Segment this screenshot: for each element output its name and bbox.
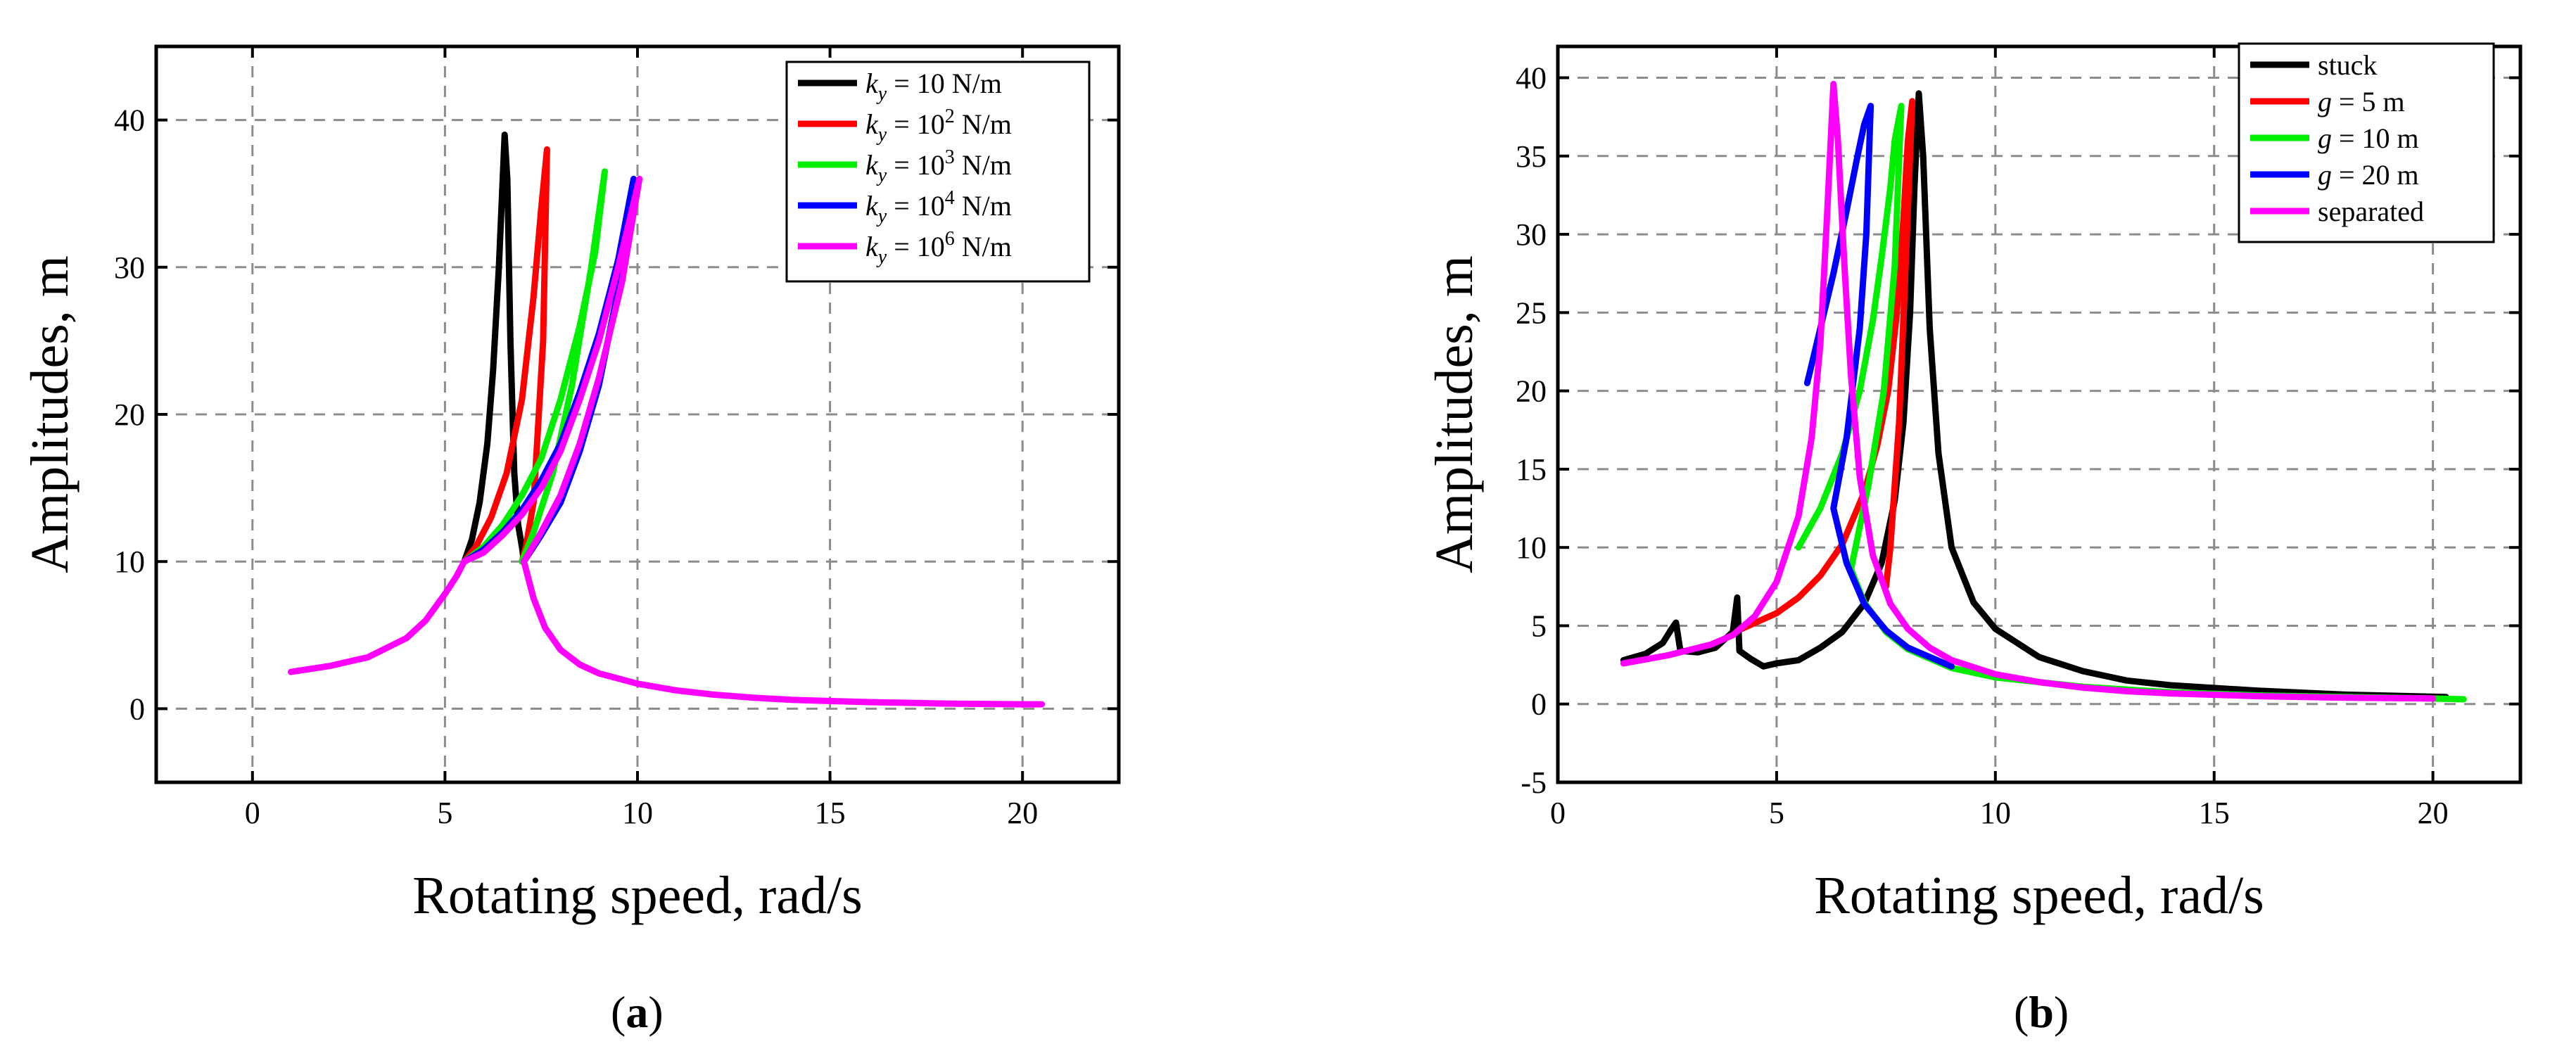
x-tick-label: 10 — [1980, 796, 2011, 830]
y-axis-title-a: Amplitudes, m — [20, 255, 80, 573]
legend-entry: ky = 104 N/m — [865, 187, 1012, 227]
plot-frame-b — [1556, 44, 2523, 784]
legend-entry: g = 5 m — [2318, 86, 2405, 117]
legend-entry: ky = 106 N/m — [865, 228, 1012, 268]
x-tick-label: 0 — [245, 796, 260, 830]
x-tick-label: 5 — [437, 796, 452, 830]
x-tick-label: 20 — [2418, 796, 2449, 830]
x-tick-label: 20 — [1007, 796, 1038, 830]
y-tick-label: 30 — [114, 250, 145, 285]
y-tick-label: 20 — [1516, 374, 1547, 409]
y-tick-label: 0 — [129, 692, 145, 726]
series-b — [1620, 80, 2467, 703]
legend-entry: g = 20 m — [2318, 159, 2419, 191]
y-tick-label: 30 — [1516, 217, 1547, 252]
legend-entry: g = 10 m — [2318, 122, 2419, 154]
legend-entry: ky = 102 N/m — [865, 106, 1012, 146]
chart-panel-a: 0 5 10 15 20 0 10 20 30 40 Rotating speed, rad/s… — [20, 44, 1121, 1037]
series-line-b-5 — [1620, 80, 2437, 702]
y-tick-label: 5 — [1531, 609, 1547, 643]
y-tick-label: -5 — [1521, 765, 1547, 800]
x-ticks-a: 0 5 10 15 20 — [245, 46, 1038, 830]
series-a — [288, 132, 1046, 708]
series-line-a-5 — [288, 175, 1046, 708]
series-line-a-1 — [461, 132, 528, 565]
legend-entry: stuck — [2318, 49, 2377, 81]
legend-entry: ky = 103 N/m — [865, 146, 1012, 186]
y-tick-label: 20 — [114, 397, 145, 432]
y-tick-label: 10 — [1516, 530, 1547, 565]
y-tick-label: 25 — [1516, 295, 1547, 330]
panel-label-a: (a) — [611, 987, 664, 1037]
y-tick-label: 0 — [1531, 687, 1547, 722]
series-line-b-2 — [1738, 98, 1916, 632]
y-axis-title-b: Amplitudes, m — [1425, 255, 1484, 573]
y-ticks-a: 0 10 20 30 40 — [114, 103, 1119, 726]
x-tick-label: 10 — [622, 796, 653, 830]
series-line-a-4 — [461, 175, 637, 565]
x-tick-label: 0 — [1550, 796, 1566, 830]
panel-label-b: (b) — [2014, 987, 2069, 1037]
y-tick-label: 35 — [1516, 139, 1547, 174]
x-tick-label: 15 — [2199, 796, 2230, 830]
y-tick-label: 40 — [1516, 61, 1547, 96]
y-tick-label: 40 — [114, 103, 145, 138]
x-ticks-b: 0 5 10 15 20 — [1550, 46, 2449, 830]
y-tick-label: 15 — [1516, 452, 1547, 487]
y-tick-label: 10 — [114, 545, 145, 579]
legend-a: ky = 10 N/mky = 102 N/mky = 103 N/mky = … — [785, 61, 1091, 283]
legend-entry: separated — [2318, 196, 2424, 227]
x-axis-title-b: Rotating speed, rad/s — [1814, 866, 2264, 925]
legend-b: stuck g = 5 m g = 10 m g = 20 m separated — [2238, 42, 2495, 243]
x-tick-label: 5 — [1769, 796, 1784, 830]
x-axis-title-a: Rotating speed, rad/s — [412, 866, 863, 925]
series-line-b-4 — [1803, 103, 1955, 670]
x-tick-label: 15 — [815, 796, 846, 830]
series-line-b-1 — [1620, 90, 2449, 701]
legend-entry: ky = 10 N/m — [865, 68, 1002, 105]
y-ticks-b: -5 0 5 10 15 20 25 30 35 40 — [1516, 61, 2520, 800]
series-line-a-2 — [461, 146, 550, 565]
